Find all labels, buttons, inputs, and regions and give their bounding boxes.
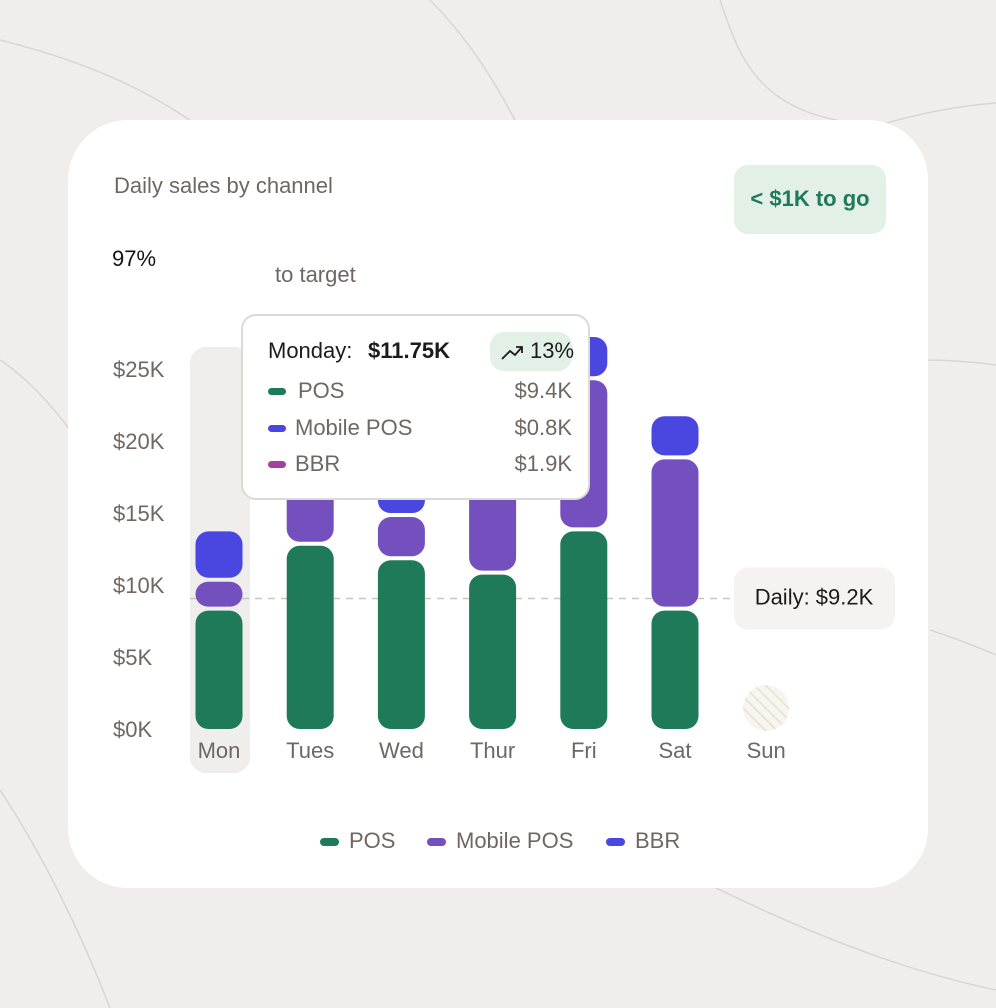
bar-segment bbox=[651, 459, 699, 607]
legend-swatch bbox=[320, 838, 339, 846]
tooltip-total: $11.75K bbox=[368, 338, 450, 363]
tooltip-day: Monday: bbox=[268, 338, 352, 363]
y-tick-label: $15K bbox=[113, 501, 165, 526]
x-tick-label: Mon bbox=[198, 738, 241, 763]
tooltip-row-name: Mobile POS bbox=[295, 415, 412, 440]
tooltip-row-name: POS bbox=[298, 378, 344, 403]
y-tick-label: $5K bbox=[113, 645, 152, 670]
y-tick-label: $10K bbox=[113, 573, 165, 598]
tooltip-swatch bbox=[268, 388, 286, 395]
tooltip-swatch bbox=[268, 425, 286, 432]
tooltip-row-value: $0.8K bbox=[515, 415, 573, 440]
reference-label: Daily: $9.2K bbox=[755, 584, 874, 609]
y-tick-label: $20K bbox=[113, 429, 165, 454]
headline-note: to target bbox=[275, 262, 356, 287]
empty-day bbox=[743, 685, 789, 731]
bar-segment bbox=[195, 531, 243, 578]
bar-segment bbox=[469, 574, 517, 729]
tooltip-row-name: BBR bbox=[295, 451, 340, 476]
tooltip-row-value: $1.9K bbox=[515, 451, 573, 476]
y-tick-label: $0K bbox=[113, 717, 152, 742]
badge bbox=[734, 165, 886, 234]
tooltip-change: 13% bbox=[530, 338, 574, 363]
x-tick-label: Wed bbox=[379, 738, 424, 763]
tooltip-change-badge bbox=[490, 332, 572, 371]
bar-segment bbox=[195, 581, 243, 607]
plot: $0K $5K $10K $15K $20K $25K Mon Tues Wed Thur Fri S… bbox=[113, 337, 895, 853]
y-tick-label: $25K bbox=[113, 357, 165, 382]
trend-icon bbox=[501, 346, 523, 360]
x-tick-label: Fri bbox=[571, 738, 597, 763]
tooltip-row-value: $9.4K bbox=[515, 378, 573, 403]
bar-segment bbox=[377, 517, 425, 557]
bar-segment bbox=[651, 416, 699, 456]
tooltip: Monday: $11.75K 13% POS $9.4K Mobile POS… bbox=[241, 314, 590, 500]
x-tick-label: Sat bbox=[658, 738, 691, 763]
bar-segment bbox=[195, 610, 243, 729]
legend-label: POS bbox=[349, 828, 395, 853]
headline: 97% bbox=[112, 246, 156, 271]
reference-label-box bbox=[734, 567, 895, 630]
legend-swatch bbox=[606, 838, 625, 846]
bar-segment bbox=[560, 531, 608, 729]
legend-label: BBR bbox=[635, 828, 680, 853]
bar-segment bbox=[286, 545, 334, 729]
badge-text: < $1K to go bbox=[750, 186, 869, 211]
legend-label: Mobile POS bbox=[456, 828, 573, 853]
legend-swatch bbox=[427, 838, 446, 846]
tooltip-swatch bbox=[268, 461, 286, 468]
bar-segment bbox=[377, 560, 425, 729]
x-tick-label: Tues bbox=[286, 738, 334, 763]
bar-segment bbox=[651, 610, 699, 729]
chart-title: Daily sales by channel bbox=[114, 173, 333, 198]
x-tick-label: Sun bbox=[747, 738, 786, 763]
x-tick-label: Thur bbox=[470, 738, 515, 763]
